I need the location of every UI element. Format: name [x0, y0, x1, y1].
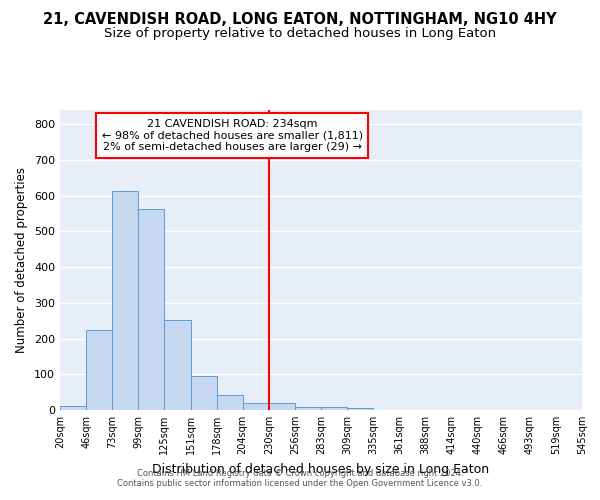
Bar — [139, 209, 164, 410]
X-axis label: Distribution of detached houses by size in Long Eaton: Distribution of detached houses by size … — [152, 462, 490, 475]
Bar — [191, 376, 217, 410]
Text: Size of property relative to detached houses in Long Eaton: Size of property relative to detached ho… — [104, 28, 496, 40]
Bar — [217, 394, 243, 410]
Bar — [60, 406, 86, 410]
Bar — [112, 192, 139, 410]
Text: 21, CAVENDISH ROAD, LONG EATON, NOTTINGHAM, NG10 4HY: 21, CAVENDISH ROAD, LONG EATON, NOTTINGH… — [43, 12, 557, 28]
Bar — [347, 408, 373, 410]
Bar — [269, 403, 295, 410]
Bar — [86, 330, 112, 410]
Bar — [242, 403, 269, 410]
Y-axis label: Number of detached properties: Number of detached properties — [16, 167, 28, 353]
Bar — [164, 320, 191, 410]
Text: Contains public sector information licensed under the Open Government Licence v3: Contains public sector information licen… — [118, 478, 482, 488]
Bar — [321, 407, 347, 410]
Text: Contains HM Land Registry data © Crown copyright and database right 2024.: Contains HM Land Registry data © Crown c… — [137, 468, 463, 477]
Bar — [295, 407, 321, 410]
Text: 21 CAVENDISH ROAD: 234sqm
← 98% of detached houses are smaller (1,811)
2% of sem: 21 CAVENDISH ROAD: 234sqm ← 98% of detac… — [101, 119, 363, 152]
